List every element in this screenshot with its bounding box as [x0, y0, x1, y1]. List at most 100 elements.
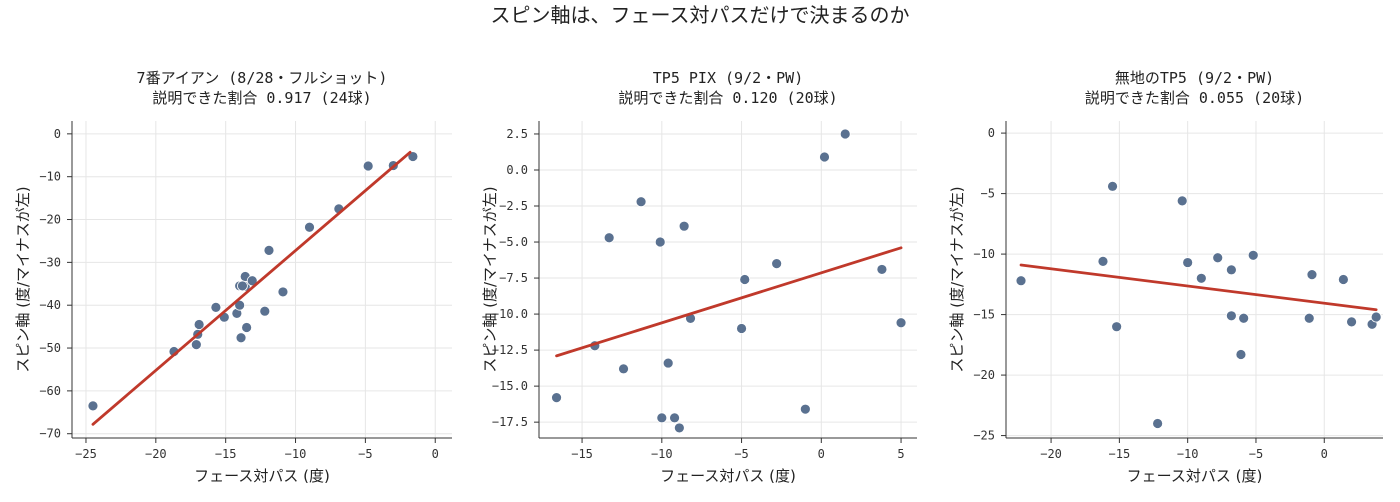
y-tick-label: 0	[54, 127, 61, 141]
data-point	[259, 305, 271, 317]
data-point	[635, 196, 647, 208]
data-point	[1182, 257, 1194, 268]
data-point	[1195, 272, 1207, 284]
data-point	[819, 151, 830, 163]
panel-7-iron: −25 −20 −15 −10 −5 00−10−20−30−40−50−60−707番ア…	[14, 69, 452, 485]
data-point	[739, 274, 751, 285]
y-tick-label: −10	[973, 247, 995, 261]
data-point	[1111, 321, 1123, 333]
panel-tp5-plain: −20 −15 −10 −5 0 0 −5 −10 −15 −20 −25 無地のTP5 (9/2・P…	[948, 69, 1383, 485]
panel-subtitle: 説明できた割合 0.055 (20球)	[1085, 89, 1304, 107]
data-point	[669, 412, 680, 424]
y-axis-label: スピン軸 (度/マイナスが左)	[14, 186, 32, 372]
panel-title: TP5 PIX (9/2・PW)	[653, 69, 803, 87]
x-axis-label: フェース対パス (度)	[1127, 467, 1263, 485]
regression-line	[91, 150, 412, 426]
panel-tp5-pix: −15 −10 −5 0 5 2.5 0.0 −2.5 −5.0 −7.5 −10.0 −12.5 −1…	[481, 69, 917, 485]
data-point	[1235, 349, 1247, 360]
data-point	[304, 221, 315, 233]
x-tick-label: −5	[1249, 447, 1263, 461]
data-point	[673, 422, 685, 434]
x-tick-label: 5	[897, 447, 904, 461]
data-point	[839, 128, 851, 140]
y-tick-label: −50	[39, 341, 61, 355]
y-tick-label: 0	[988, 126, 995, 140]
y-tick-label: −70	[39, 427, 61, 441]
data-point	[1176, 195, 1188, 207]
data-point	[1238, 312, 1250, 324]
data-point	[362, 160, 374, 172]
y-tick-label: −7.5	[499, 271, 528, 285]
data-point	[210, 301, 222, 313]
y-tick-label: −20	[39, 213, 61, 227]
y-tick-label: −2.5	[499, 199, 528, 213]
panel-title: 無地のTP5 (9/2・PW)	[1115, 69, 1274, 87]
data-point	[235, 332, 247, 344]
panel-title: 7番アイアン (8/28・フルショット)	[137, 69, 388, 87]
y-axis-label: スピン軸 (度/マイナスが左)	[948, 186, 966, 372]
x-tick-label: −5	[734, 447, 748, 461]
data-point	[895, 317, 907, 329]
data-point	[876, 264, 888, 275]
data-point	[1303, 312, 1315, 324]
data-point	[407, 151, 419, 162]
data-point	[1212, 252, 1224, 264]
data-point	[190, 339, 202, 351]
regression-line	[1019, 263, 1378, 312]
x-tick-label: −15	[1109, 447, 1131, 461]
y-tick-label: −12.5	[492, 343, 528, 357]
data-point	[1306, 269, 1318, 281]
x-tick-label: 0	[1321, 447, 1328, 461]
x-tick-label: −20	[145, 447, 167, 461]
y-axis-label: スピン軸 (度/マイナスが左)	[481, 186, 499, 372]
y-tick-label: −25	[973, 429, 995, 443]
y-tick-label: −60	[39, 384, 61, 398]
data-point	[1225, 310, 1237, 322]
data-point	[1346, 316, 1357, 328]
y-tick-label: −15.0	[492, 379, 528, 393]
data-point	[1337, 274, 1349, 285]
y-tick-label: −10.0	[492, 307, 528, 321]
x-tick-label: −15	[215, 447, 237, 461]
y-tick-label: −30	[39, 255, 61, 269]
data-point	[603, 232, 615, 244]
panel-subtitle: 説明できた割合 0.120 (20球)	[618, 89, 837, 107]
x-tick-label: −10	[1177, 447, 1199, 461]
data-point	[662, 357, 674, 369]
x-tick-label: −10	[651, 447, 673, 461]
panel-subtitle: 説明できた割合 0.917 (24球)	[152, 89, 371, 107]
data-point	[656, 412, 668, 424]
x-tick-label: 0	[818, 447, 825, 461]
x-tick-label: −20	[1040, 447, 1062, 461]
data-point	[799, 403, 811, 415]
data-point	[241, 322, 253, 333]
data-point	[1152, 418, 1164, 429]
data-point	[1370, 311, 1382, 323]
x-tick-label: −10	[285, 447, 307, 461]
data-point	[771, 258, 783, 270]
x-tick-label: −25	[75, 447, 97, 461]
data-point	[277, 286, 289, 298]
data-point	[736, 323, 747, 334]
y-tick-label: −17.5	[492, 415, 528, 429]
y-tick-label: −20	[973, 368, 995, 382]
data-point	[1015, 275, 1027, 287]
x-tick-label: −5	[358, 447, 372, 461]
data-point	[618, 363, 629, 375]
data-point	[87, 400, 99, 412]
figure-title: スピン軸は、フェース対パスだけで決まるのか	[490, 3, 910, 27]
x-tick-label: 0	[432, 447, 439, 461]
data-point	[263, 244, 275, 256]
data-point	[193, 319, 205, 330]
y-tick-label: 2.5	[506, 127, 528, 141]
data-point	[654, 236, 666, 248]
data-point	[246, 275, 258, 287]
regression-line	[555, 246, 903, 358]
y-tick-label: −5.0	[499, 235, 528, 249]
data-point	[1225, 264, 1237, 276]
y-tick-label: −5	[981, 187, 995, 201]
data-point	[551, 392, 562, 404]
x-tick-label: −15	[571, 447, 593, 461]
x-axis-label: フェース対パス (度)	[660, 467, 796, 485]
